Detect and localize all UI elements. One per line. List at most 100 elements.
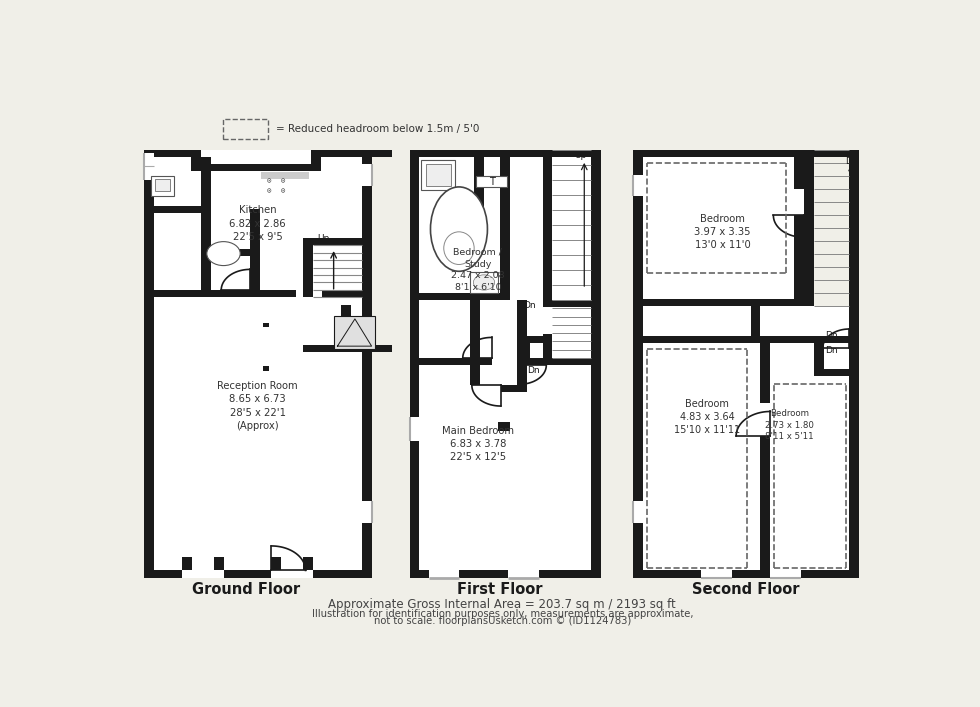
Bar xyxy=(410,150,601,578)
Bar xyxy=(271,557,281,578)
Bar xyxy=(201,250,260,257)
Ellipse shape xyxy=(444,232,474,264)
Bar xyxy=(850,150,859,306)
Bar xyxy=(333,316,375,349)
Bar xyxy=(191,164,311,171)
Bar xyxy=(311,150,392,157)
Bar xyxy=(362,150,371,578)
Bar xyxy=(144,150,371,578)
Bar xyxy=(509,571,539,578)
Bar xyxy=(181,571,223,578)
Bar xyxy=(214,557,223,578)
Bar xyxy=(633,306,859,344)
Bar xyxy=(804,150,859,157)
Text: = Reduced headroom below 1.5m / 5'0: = Reduced headroom below 1.5m / 5'0 xyxy=(276,124,479,134)
Bar xyxy=(591,150,601,578)
Text: Dn: Dn xyxy=(825,346,838,355)
Bar xyxy=(181,557,192,578)
Bar xyxy=(794,150,804,306)
Circle shape xyxy=(207,242,240,266)
Bar xyxy=(250,209,260,297)
Bar xyxy=(850,327,859,344)
Text: Dn: Dn xyxy=(825,331,838,340)
Bar xyxy=(410,150,419,578)
Bar xyxy=(421,160,455,190)
Text: Bedroom
4.83 x 3.64
15'10 x 11'11: Bedroom 4.83 x 3.64 15'10 x 11'11 xyxy=(674,399,740,435)
Text: Dn: Dn xyxy=(523,301,536,310)
Bar xyxy=(794,189,804,216)
Bar xyxy=(410,571,601,578)
Text: Bedroom /
Study
2.47 x 2.08
8'1 x 6'10: Bedroom / Study 2.47 x 2.08 8'1 x 6'10 xyxy=(451,247,505,292)
Text: Kitchen
6.82 x 2.86
22'5 x 9'5: Kitchen 6.82 x 2.86 22'5 x 9'5 xyxy=(229,206,286,242)
Bar xyxy=(760,337,770,578)
Bar xyxy=(517,300,527,392)
Text: T: T xyxy=(489,177,495,187)
Text: Second Floor: Second Floor xyxy=(692,582,799,597)
Bar xyxy=(181,571,223,578)
Text: Illustration for identification purposes only, measurements are approximate,: Illustration for identification purposes… xyxy=(312,609,693,619)
Bar xyxy=(362,164,371,185)
Text: Approximate Gross Internal Area = 203.7 sq m / 2193 sq ft: Approximate Gross Internal Area = 203.7 … xyxy=(328,597,676,611)
Bar xyxy=(263,322,270,327)
Bar xyxy=(633,344,859,578)
Bar xyxy=(633,150,807,157)
Bar xyxy=(633,337,643,578)
Bar xyxy=(519,337,543,344)
Bar xyxy=(425,164,451,185)
Bar xyxy=(633,150,808,305)
Bar xyxy=(702,571,732,578)
Bar xyxy=(303,344,392,351)
Bar xyxy=(476,176,507,187)
Bar xyxy=(760,403,770,436)
Bar xyxy=(633,501,643,523)
Text: Main Bedroom
6.83 x 3.78
22'5 x 12'5: Main Bedroom 6.83 x 3.78 22'5 x 12'5 xyxy=(442,426,514,462)
Text: Dn: Dn xyxy=(846,157,858,165)
Text: Up: Up xyxy=(574,151,587,160)
Bar xyxy=(151,176,174,197)
Bar xyxy=(155,179,171,191)
Bar xyxy=(633,571,859,578)
Text: Bedroom
3.97 x 3.35
13'0 x 11'0: Bedroom 3.97 x 3.35 13'0 x 11'0 xyxy=(694,214,751,250)
Text: First Floor: First Floor xyxy=(458,582,543,597)
Text: Dn: Dn xyxy=(527,366,540,375)
Bar xyxy=(144,571,371,578)
Text: not to scale. floorplansUsketch.com © (ID1124783): not to scale. floorplansUsketch.com © (I… xyxy=(373,616,631,626)
Text: Bedroom
2.73 x 1.80
8'11 x 5'11: Bedroom 2.73 x 1.80 8'11 x 5'11 xyxy=(765,409,813,441)
Bar xyxy=(850,337,859,578)
Bar xyxy=(543,334,553,358)
Bar xyxy=(470,366,480,392)
Text: ⊙  ⊙
⊙  ⊙: ⊙ ⊙ ⊙ ⊙ xyxy=(268,176,286,195)
Bar xyxy=(144,290,296,297)
Bar xyxy=(519,344,529,366)
Bar xyxy=(633,150,643,306)
Bar xyxy=(410,150,601,157)
Bar xyxy=(362,501,371,523)
Bar xyxy=(410,293,510,300)
Bar xyxy=(543,150,553,300)
Bar xyxy=(410,417,419,441)
Bar xyxy=(311,150,320,171)
Bar xyxy=(322,290,371,297)
Bar xyxy=(303,238,371,245)
Bar xyxy=(469,272,499,293)
Bar xyxy=(499,422,510,431)
Bar xyxy=(470,385,527,392)
Bar xyxy=(191,150,201,171)
Bar xyxy=(813,369,859,376)
Bar xyxy=(181,557,223,578)
Bar xyxy=(770,571,801,578)
Bar xyxy=(428,571,459,578)
Bar xyxy=(500,150,510,300)
Bar xyxy=(144,150,191,157)
Bar xyxy=(263,366,270,370)
Text: Ground Floor: Ground Floor xyxy=(192,582,300,597)
Bar xyxy=(271,571,314,578)
Bar xyxy=(804,150,813,306)
Bar xyxy=(144,153,154,180)
Bar xyxy=(341,305,351,351)
Bar xyxy=(262,173,309,179)
Bar xyxy=(474,150,484,211)
Bar xyxy=(633,299,804,306)
Bar xyxy=(633,306,643,344)
Bar xyxy=(201,157,211,297)
